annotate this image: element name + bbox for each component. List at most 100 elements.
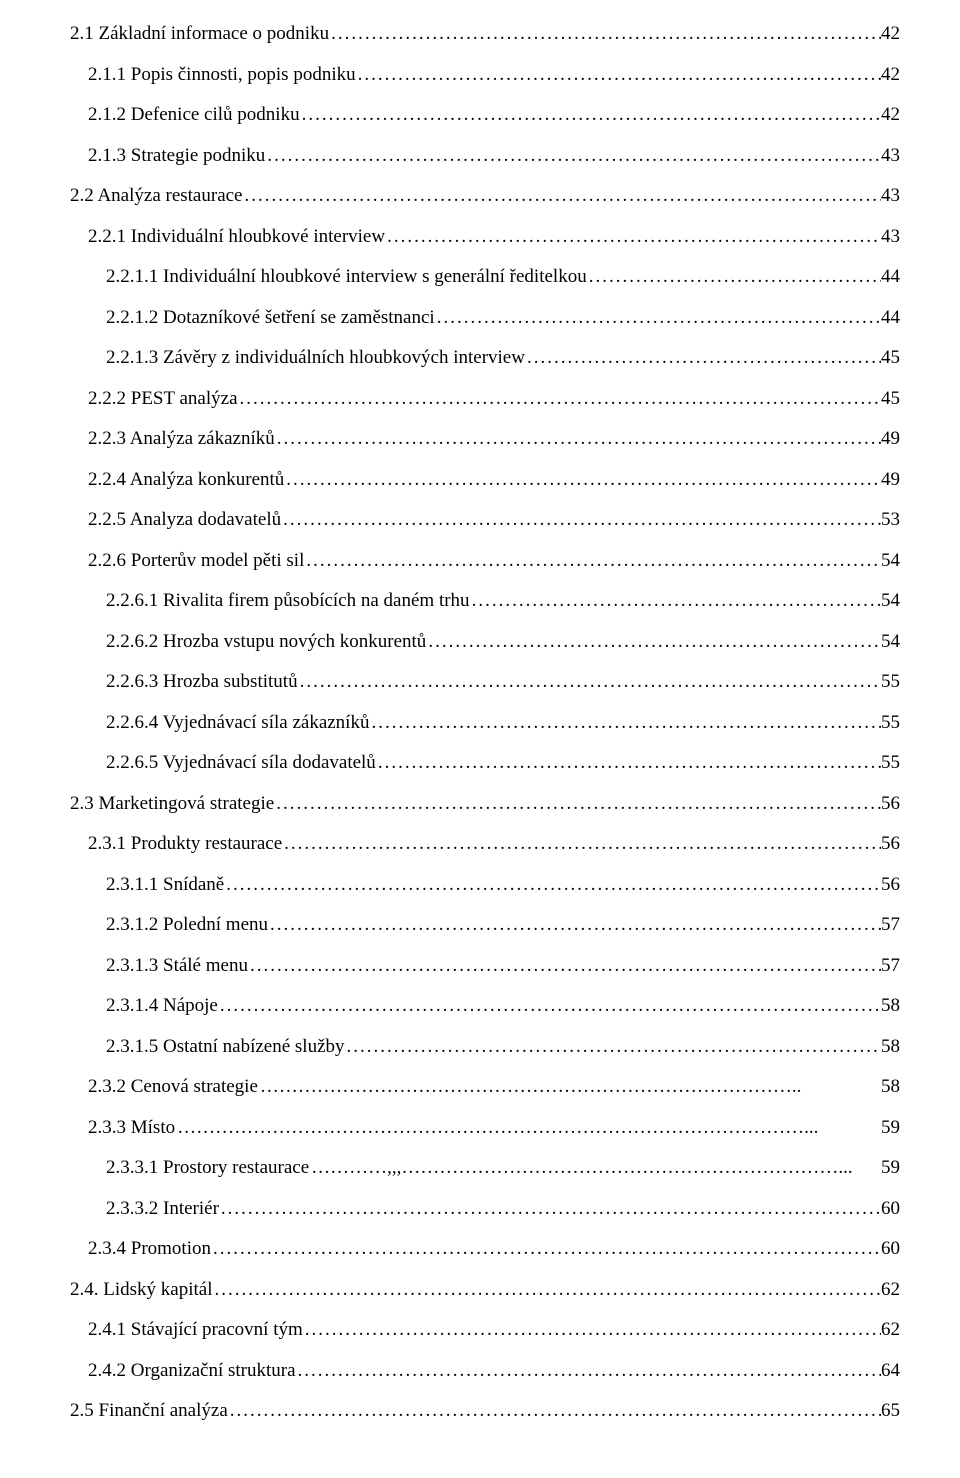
- toc-label: 2.2.3 Analýza zákazníků: [88, 425, 275, 454]
- toc-label: 2.1 Základní informace o podniku: [70, 20, 329, 49]
- toc-row: 2.3.4 Promotion 60: [70, 1235, 900, 1264]
- toc-leader: [275, 425, 881, 454]
- toc-leader: [282, 830, 881, 859]
- toc-leader: [309, 1154, 881, 1183]
- toc-label: 2.1.2 Defenice cilů podniku: [88, 101, 300, 130]
- toc-label: 2.2.1.2 Dotazníkové šetření se zaměstnan…: [106, 304, 435, 333]
- toc-page-number: 65: [881, 1397, 900, 1426]
- toc-label: 2.3.1 Produkty restaurace: [88, 830, 282, 859]
- toc-leader: [175, 1114, 881, 1143]
- toc-row: 2.3.1.1 Snídaně 56: [70, 871, 900, 900]
- toc-leader: [228, 1397, 881, 1426]
- toc-label: 2.2.4 Analýza konkurentů: [88, 466, 284, 495]
- toc-page-number: 59: [881, 1114, 900, 1143]
- toc-page-number: 62: [881, 1276, 900, 1305]
- toc-leader: [385, 223, 881, 252]
- toc-label: 2.3.1.2 Polední menu: [106, 911, 268, 940]
- toc-row: 2.1.3 Strategie podniku 43: [70, 142, 900, 171]
- toc-page-number: 62: [881, 1316, 900, 1345]
- toc-leader: [243, 182, 882, 211]
- toc-leader: [238, 385, 881, 414]
- toc-leader: [303, 1316, 881, 1345]
- toc-row: 2.2.4 Analýza konkurentů49: [70, 466, 900, 495]
- toc-row: 2.2.6.4 Vyjednávací síla zákazníků 55: [70, 709, 900, 738]
- toc-label: 2.5 Finanční analýza: [70, 1397, 228, 1426]
- toc-page-number: 60: [881, 1195, 900, 1224]
- toc-label: 2.2.5 Analyza dodavatelů: [88, 506, 281, 535]
- toc-leader: [258, 1073, 881, 1102]
- toc-leader: [356, 61, 881, 90]
- toc-label: 2.4.1 Stávající pracovní tým: [88, 1316, 303, 1345]
- toc-label: 2.2.1.3 Závěry z individuálních hloubkov…: [106, 344, 525, 373]
- toc-leader: [435, 304, 881, 333]
- toc-label: 2.3.4 Promotion: [88, 1235, 211, 1264]
- toc-row: 2.3.3.1 Prostory restaurace59: [70, 1154, 900, 1183]
- table-of-contents: 2.1 Základní informace o podniku422.1.1 …: [70, 20, 900, 1426]
- toc-page-number: 56: [881, 830, 900, 859]
- toc-leader: [274, 790, 881, 819]
- toc-page-number: 56: [881, 790, 900, 819]
- toc-leader: [587, 263, 881, 292]
- toc-row: 2.3.2 Cenová strategie58: [70, 1073, 900, 1102]
- toc-row: 2.2.6.3 Hrozba substitutů55: [70, 668, 900, 697]
- toc-leader: [218, 992, 881, 1021]
- toc-leader: [376, 749, 881, 778]
- toc-page-number: 55: [881, 709, 900, 738]
- toc-row: 2.1.1 Popis činnosti, popis podniku42: [70, 61, 900, 90]
- toc-page-number: 43: [881, 142, 900, 171]
- toc-label: 2.3.1.1 Snídaně: [106, 871, 224, 900]
- toc-leader: [224, 871, 881, 900]
- toc-leader: [345, 1033, 881, 1062]
- toc-page-number: 57: [881, 911, 900, 940]
- toc-page-number: 59: [881, 1154, 900, 1183]
- toc-page-number: 55: [881, 668, 900, 697]
- toc-row: 2.4.1 Stávající pracovní tým 62: [70, 1316, 900, 1345]
- toc-page-number: 45: [881, 344, 900, 373]
- toc-row: 2.3.1.5 Ostatní nabízené služby58: [70, 1033, 900, 1062]
- toc-row: 2.3.1 Produkty restaurace 56: [70, 830, 900, 859]
- toc-row: 2.2.1.1 Individuální hloubkové interview…: [70, 263, 900, 292]
- toc-label: 2.2 Analýza restaurace: [70, 182, 243, 211]
- toc-label: 2.3.1.4 Nápoje: [106, 992, 218, 1021]
- toc-page-number: 54: [881, 547, 900, 576]
- toc-row: 2.2.1.3 Závěry z individuálních hloubkov…: [70, 344, 900, 373]
- toc-row: 2.5 Finanční analýza 65: [70, 1397, 900, 1426]
- toc-leader: [248, 952, 881, 981]
- toc-row: 2.2.2 PEST analýza45: [70, 385, 900, 414]
- toc-label: 2.4. Lidský kapitál: [70, 1276, 212, 1305]
- toc-page-number: 58: [881, 1033, 900, 1062]
- toc-label: 2.2.1 Individuální hloubkové interview: [88, 223, 385, 252]
- toc-row: 2.2.5 Analyza dodavatelů 53: [70, 506, 900, 535]
- toc-page-number: 54: [881, 587, 900, 616]
- toc-page-number: 42: [881, 101, 900, 130]
- toc-label: 2.2.6.5 Vyjednávací síla dodavatelů: [106, 749, 376, 778]
- toc-row: 2.3.1.4 Nápoje58: [70, 992, 900, 1021]
- toc-row: 2.3.1.2 Polední menu 57: [70, 911, 900, 940]
- toc-page-number: 53: [881, 506, 900, 535]
- toc-leader: [265, 142, 881, 171]
- toc-row: 2.2.3 Analýza zákazníků49: [70, 425, 900, 454]
- toc-label: 2.2.6.2 Hrozba vstupu nových konkurentů: [106, 628, 426, 657]
- toc-page-number: 55: [881, 749, 900, 778]
- toc-leader: [304, 547, 881, 576]
- toc-row: 2.2.6 Porterův model pěti sil54: [70, 547, 900, 576]
- toc-row: 2.3.3 Místo59: [70, 1114, 900, 1143]
- toc-label: 2.1.3 Strategie podniku: [88, 142, 265, 171]
- toc-leader: [219, 1195, 881, 1224]
- toc-leader: [369, 709, 881, 738]
- toc-row: 2.2.6.2 Hrozba vstupu nových konkurentů5…: [70, 628, 900, 657]
- toc-label: 2.2.6.4 Vyjednávací síla zákazníků: [106, 709, 369, 738]
- toc-leader: [284, 466, 881, 495]
- toc-page-number: 43: [881, 223, 900, 252]
- toc-page-number: 42: [881, 61, 900, 90]
- toc-leader: [525, 344, 881, 373]
- toc-page-number: 42: [881, 20, 900, 49]
- toc-row: 2.1.2 Defenice cilů podniku 42: [70, 101, 900, 130]
- toc-leader: [296, 1357, 881, 1386]
- toc-row: 2.1 Základní informace o podniku 42: [70, 20, 900, 49]
- toc-leader: [281, 506, 881, 535]
- toc-leader: [212, 1276, 881, 1305]
- toc-leader: [298, 668, 881, 697]
- toc-page-number: 60: [881, 1235, 900, 1264]
- toc-page-number: 56: [881, 871, 900, 900]
